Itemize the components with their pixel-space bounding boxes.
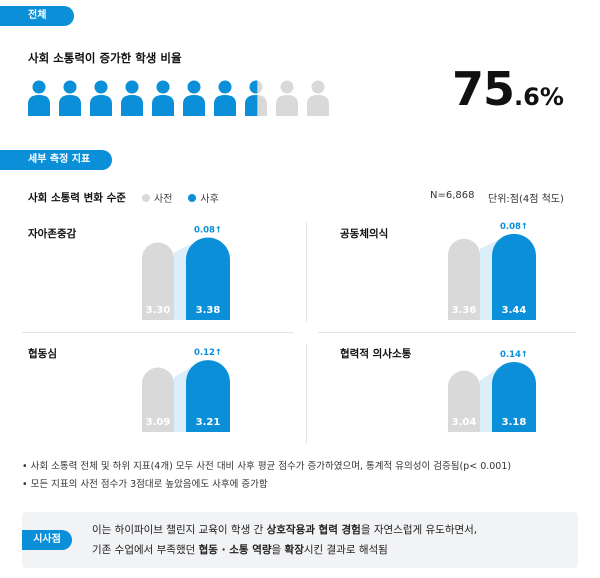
bar-pre <box>448 238 480 320</box>
person-icon <box>183 80 205 116</box>
insight-line-2: 기존 수업에서 부족했던 협동 · 소통 역량을 확장시킨 결과로 해석됨 <box>92 542 388 557</box>
bar-post <box>186 237 230 320</box>
note-1: • 사회 소통력 전체 및 하위 지표(4개) 모두 사전 대비 사후 평균 점… <box>22 461 512 472</box>
person-icon <box>152 80 174 116</box>
panel-divider-horizontal-right <box>318 332 576 333</box>
insight-line-2-text-e: 시킨 결과로 해석됨 <box>303 544 388 556</box>
value-label-post: 3.18 <box>502 417 527 428</box>
person-icon <box>276 80 298 116</box>
legend-pre-label: 사전 <box>154 194 173 205</box>
insight-line-2-highlight-2: 확장 <box>284 544 304 556</box>
panel-divider-horizontal-left <box>22 332 294 333</box>
note-2: • 모든 지표의 사전 점수가 3점대로 높았음에도 사후에 증가함 <box>22 479 268 490</box>
panel-title-collaborative-communication: 협력적 의사소통 <box>340 348 412 360</box>
insight-line-1: 이는 하이파이브 챌린지 교육이 학생 간 상호작용과 협력 경험을 자연스럽게… <box>92 522 477 537</box>
value-label-pre: 3.09 <box>146 417 171 428</box>
legend-post-marker <box>188 193 197 202</box>
panel-title-self-esteem: 자아존중감 <box>28 228 77 240</box>
value-label-post: 3.44 <box>502 305 527 316</box>
overall-percentage: 75.6% <box>452 62 564 116</box>
bar-chart-self-esteem: 3.30 3.38 0.08↑ <box>142 226 230 320</box>
insight-line-2-text-c: 을 <box>271 544 285 556</box>
person-icon <box>307 80 329 116</box>
bar-chart-community: 3.36 3.44 0.08↑ <box>448 222 536 320</box>
insight-line-2-highlight-1: 협동 · 소통 역량 <box>198 544 272 556</box>
percentage-decimal: .6 <box>514 83 540 111</box>
overall-tag-label: 전체 <box>28 10 47 21</box>
person-icon <box>28 80 50 116</box>
insight-tag: 시사점 <box>22 530 72 550</box>
bar-post <box>492 233 536 320</box>
value-label-pre: 3.30 <box>146 305 171 316</box>
insight-line-2-text-a: 기존 수업에서 부족했던 <box>92 544 199 556</box>
person-icon <box>214 80 236 116</box>
overall-title: 사회 소통력이 증가한 학생 비율 <box>28 51 182 65</box>
change-label: 0.08↑ <box>500 222 528 232</box>
insight-line-1-highlight: 상호작용과 협력 경험 <box>266 524 361 536</box>
panel-title-cooperation: 협동심 <box>28 348 57 360</box>
value-label-post: 3.38 <box>196 305 221 316</box>
value-label-pre: 3.04 <box>452 417 477 428</box>
person-icon <box>245 80 267 116</box>
person-icon <box>90 80 112 116</box>
percentage-unit: % <box>539 83 564 111</box>
person-icon <box>59 80 81 116</box>
bar-pre <box>448 370 480 432</box>
bar-pre <box>142 242 174 320</box>
panel-divider-vertical-bottom <box>306 343 307 443</box>
insight-box <box>22 512 578 568</box>
legend: 사전 사후 <box>142 190 219 205</box>
detail-tag: 세부 측정 지표 <box>0 150 112 170</box>
value-label-post: 3.21 <box>196 417 221 428</box>
legend-pre-marker <box>142 193 150 202</box>
panel-title-community: 공동체의식 <box>340 228 389 240</box>
detail-tag-label: 세부 측정 지표 <box>28 154 91 165</box>
change-label: 0.14↑ <box>500 350 528 360</box>
bar-chart-collaborative-communication: 3.04 3.18 0.14↑ <box>448 350 536 432</box>
insight-line-1-text-c: 을 자연스럽게 유도하면서, <box>360 524 478 536</box>
change-label: 0.08↑ <box>194 226 222 236</box>
bar-post <box>492 361 536 432</box>
detail-title: 사회 소통력 변화 수준 <box>28 192 126 204</box>
legend-post-label: 사후 <box>200 194 219 205</box>
person-icon <box>121 80 143 116</box>
value-label-pre: 3.36 <box>452 305 477 316</box>
bar-pre <box>142 367 174 432</box>
panel-divider-vertical-top <box>306 222 307 322</box>
sample-size: N=6,868 <box>430 190 475 201</box>
unit-label: 단위:점(4점 척도) <box>488 194 564 205</box>
insight-line-1-text-a: 이는 하이파이브 챌린지 교육이 학생 간 <box>92 524 267 536</box>
person-icon-row <box>28 80 329 120</box>
bar-post <box>186 360 230 432</box>
change-label: 0.12↑ <box>194 348 222 358</box>
bar-chart-cooperation: 3.09 3.21 0.12↑ <box>142 348 230 432</box>
overall-tag: 전체 <box>0 6 74 26</box>
percentage-integer: 75 <box>452 62 515 116</box>
